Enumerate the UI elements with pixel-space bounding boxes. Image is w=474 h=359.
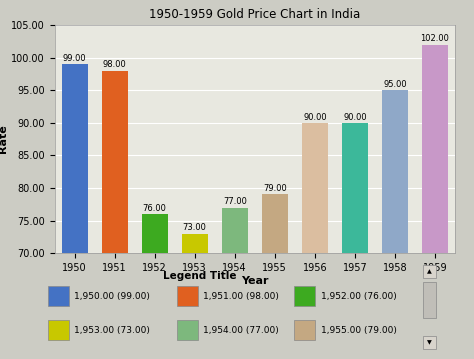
Bar	[182, 234, 208, 359]
Text: 76.00: 76.00	[143, 204, 166, 213]
Bar	[62, 64, 88, 359]
Text: ▼: ▼	[427, 340, 432, 345]
X-axis label: Year: Year	[241, 276, 269, 286]
Bar	[262, 195, 288, 359]
Bar	[177, 320, 198, 340]
Bar	[222, 208, 248, 359]
Bar	[423, 336, 436, 349]
Bar	[422, 45, 448, 359]
Bar	[382, 90, 408, 359]
Bar	[177, 286, 198, 306]
Bar	[101, 71, 128, 359]
Text: 95.00: 95.00	[383, 80, 407, 89]
Text: 79.00: 79.00	[263, 184, 287, 193]
Bar	[342, 123, 368, 359]
Text: 1,954.00 (77.00): 1,954.00 (77.00)	[203, 326, 279, 335]
Text: 90.00: 90.00	[343, 112, 367, 122]
Title: 1950-1959 Gold Price Chart in India: 1950-1959 Gold Price Chart in India	[149, 8, 360, 21]
Bar	[423, 265, 436, 278]
Text: 90.00: 90.00	[303, 112, 327, 122]
Bar	[48, 286, 69, 306]
Bar	[423, 282, 436, 318]
Text: 102.00: 102.00	[420, 34, 449, 43]
Text: 1,950.00 (99.00): 1,950.00 (99.00)	[74, 292, 150, 301]
Text: 1,952.00 (76.00): 1,952.00 (76.00)	[321, 292, 397, 301]
Text: 1,951.00 (98.00): 1,951.00 (98.00)	[203, 292, 279, 301]
Bar	[302, 123, 328, 359]
Bar	[142, 214, 168, 359]
Text: 99.00: 99.00	[63, 54, 86, 63]
Text: 77.00: 77.00	[223, 197, 246, 206]
Y-axis label: Rate: Rate	[0, 125, 8, 154]
Text: 1,953.00 (73.00): 1,953.00 (73.00)	[74, 326, 150, 335]
Bar	[294, 320, 315, 340]
Text: 1,955.00 (79.00): 1,955.00 (79.00)	[321, 326, 397, 335]
Text: ▲: ▲	[427, 269, 432, 274]
Text: 98.00: 98.00	[103, 60, 127, 69]
Text: 73.00: 73.00	[183, 223, 207, 232]
Bar	[294, 286, 315, 306]
Text: Legend Title: Legend Title	[163, 271, 237, 281]
Bar	[48, 320, 69, 340]
